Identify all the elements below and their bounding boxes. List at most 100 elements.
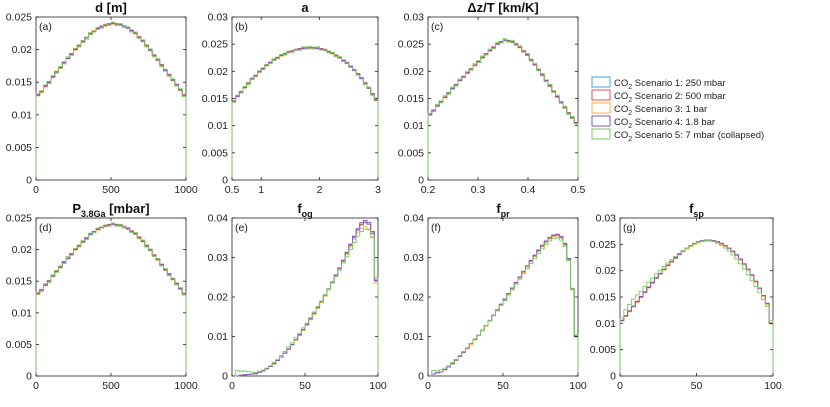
histogram-series-2	[231, 46, 379, 180]
legend-item-5: CO2 Scenario 5: 7 mbar (collapsed)	[591, 128, 764, 143]
x-tick-label: 0.4	[521, 184, 536, 196]
x-tick-label: 0	[33, 184, 39, 196]
x-tick-label: 1000	[174, 380, 198, 392]
y-tick-label: 0.01	[208, 120, 229, 132]
panel-b: 0 0.005 0.01 0.015 0.02 0.025 0.03 0.5 1 2 3 (b) a	[202, 0, 381, 196]
y-tick-label: 0.04	[208, 213, 229, 225]
x-tick-label: 500	[102, 380, 120, 392]
y-tick-label: 0	[418, 371, 424, 383]
y-tick-label: 0.02	[404, 66, 425, 78]
x-tick-label: 1	[258, 184, 264, 196]
x-tick-label: 2	[317, 184, 323, 196]
legend-item-4: CO2 Scenario 4: 1.8 bar	[591, 115, 715, 130]
y-tick-label: 0.025	[590, 239, 616, 251]
panel-title: fog	[297, 201, 312, 219]
histogram-series-5	[428, 237, 579, 377]
y-tick-label: 0.03	[596, 213, 617, 225]
y-tick-label: 0.02	[404, 292, 425, 304]
x-tick-label: 0.3	[471, 184, 486, 196]
y-tick-label: 0.005	[6, 142, 32, 154]
histogram-series-5	[232, 228, 379, 377]
y-tick-label: 0.01	[404, 120, 425, 132]
panel-e: 0 0.01 0.02 0.03 0.04 0 50 100 (e) fog	[208, 201, 387, 392]
panel-label: (f)	[431, 222, 441, 234]
x-tick-label: 0.5	[571, 184, 586, 196]
legend-swatch	[591, 128, 611, 140]
y-tick-label: 0.02	[12, 244, 33, 256]
y-tick-label: 0.005	[6, 339, 32, 351]
y-tick-label: 0.02	[12, 44, 33, 56]
x-tick-label: 0	[617, 380, 623, 392]
y-tick-label: 0.02	[596, 265, 617, 277]
y-tick-label: 0	[610, 371, 616, 383]
legend-label: CO2 Scenario 2: 500 mbar	[614, 91, 726, 104]
y-tick-label: 0.015	[6, 276, 32, 288]
y-tick-label: 0.02	[208, 292, 229, 304]
legend-swatch	[591, 102, 611, 114]
axes-frame	[35, 217, 187, 377]
histogram-series-5	[231, 45, 379, 180]
legend-label: CO2 Scenario 5: 7 mbar (collapsed)	[614, 130, 764, 143]
histogram-series-4	[231, 47, 379, 180]
x-tick-label: 100	[764, 380, 782, 392]
legend-item-1: CO2 Scenario 1: 250 mbar	[591, 76, 726, 91]
panel-title: d [m]	[95, 0, 127, 15]
histogram-series-3	[619, 240, 774, 376]
panel-title: Δz/T [km/K]	[467, 0, 538, 15]
y-tick-label: 0.005	[398, 147, 424, 159]
panel-title: a	[301, 0, 309, 15]
x-tick-label: 0	[425, 380, 431, 392]
y-tick-label: 0.025	[6, 213, 32, 225]
y-tick-label: 0	[26, 175, 32, 187]
x-tick-label: 3	[375, 184, 381, 196]
x-tick-label: 100	[369, 380, 387, 392]
x-tick-label: 100	[569, 380, 587, 392]
y-tick-label: 0.005	[202, 147, 228, 159]
x-tick-label: 0	[229, 380, 235, 392]
x-tick-label: 1000	[174, 184, 198, 196]
panel-g: 0 0.005 0.01 0.015 0.02 0.025 0.03 0 50 100 (g) fsp	[590, 201, 782, 392]
y-tick-label: 0.025	[6, 12, 32, 24]
y-tick-label: 0.005	[590, 344, 616, 356]
x-tick-label: 0.2	[421, 184, 436, 196]
axes-frame	[231, 16, 379, 181]
y-tick-label: 0.015	[6, 77, 32, 89]
x-tick-label: 50	[691, 380, 703, 392]
y-tick-label: 0.04	[404, 213, 425, 225]
panel-label: (a)	[39, 21, 52, 33]
y-tick-label: 0.015	[202, 93, 228, 105]
y-tick-label: 0	[26, 371, 32, 383]
panel-a: 0 0.005 0.01 0.015 0.02 0.025 0 500 1000 (a) d [m]	[6, 0, 198, 196]
panel-title: P3.8Ga [mbar]	[72, 201, 149, 219]
y-tick-label: 0.015	[398, 93, 424, 105]
panel-label: (c)	[431, 21, 443, 33]
histogram-series-5	[35, 21, 187, 180]
histogram-series-5	[427, 38, 579, 180]
x-tick-label: 0	[33, 380, 39, 392]
y-tick-label: 0.02	[208, 66, 229, 78]
legend-label: CO2 Scenario 4: 1.8 bar	[614, 117, 715, 130]
legend-swatch	[591, 89, 611, 101]
panel-label: (e)	[235, 222, 248, 234]
legend-swatch	[591, 76, 611, 88]
panel-c: 0 0.005 0.01 0.015 0.02 0.025 0.03 0.2 0.3 0.4 0.5…	[398, 0, 586, 196]
y-tick-label: 0.01	[12, 307, 33, 319]
panel-d: 0 0.005 0.01 0.015 0.02 0.025 0 500 1000 (d) P3.8G…	[6, 201, 198, 392]
axes-frame	[427, 217, 579, 377]
panel-title: fpr	[496, 201, 510, 219]
y-tick-label: 0.01	[404, 331, 425, 343]
legend-label: CO2 Scenario 1: 250 mbar	[614, 78, 726, 91]
y-tick-label: 0.01	[208, 331, 229, 343]
x-tick-label: 0.5	[225, 184, 240, 196]
panel-label: (b)	[235, 21, 248, 33]
legend-label: CO2 Scenario 3: 1 bar	[614, 104, 707, 117]
legend-swatch	[591, 115, 611, 127]
y-tick-label: 0.025	[202, 39, 228, 51]
panel-label: (g)	[623, 222, 636, 234]
legend-item-2: CO2 Scenario 2: 500 mbar	[591, 89, 726, 104]
y-tick-label: 0.03	[208, 12, 229, 24]
panel-label: (d)	[39, 222, 52, 234]
y-tick-label: 0.025	[398, 39, 424, 51]
